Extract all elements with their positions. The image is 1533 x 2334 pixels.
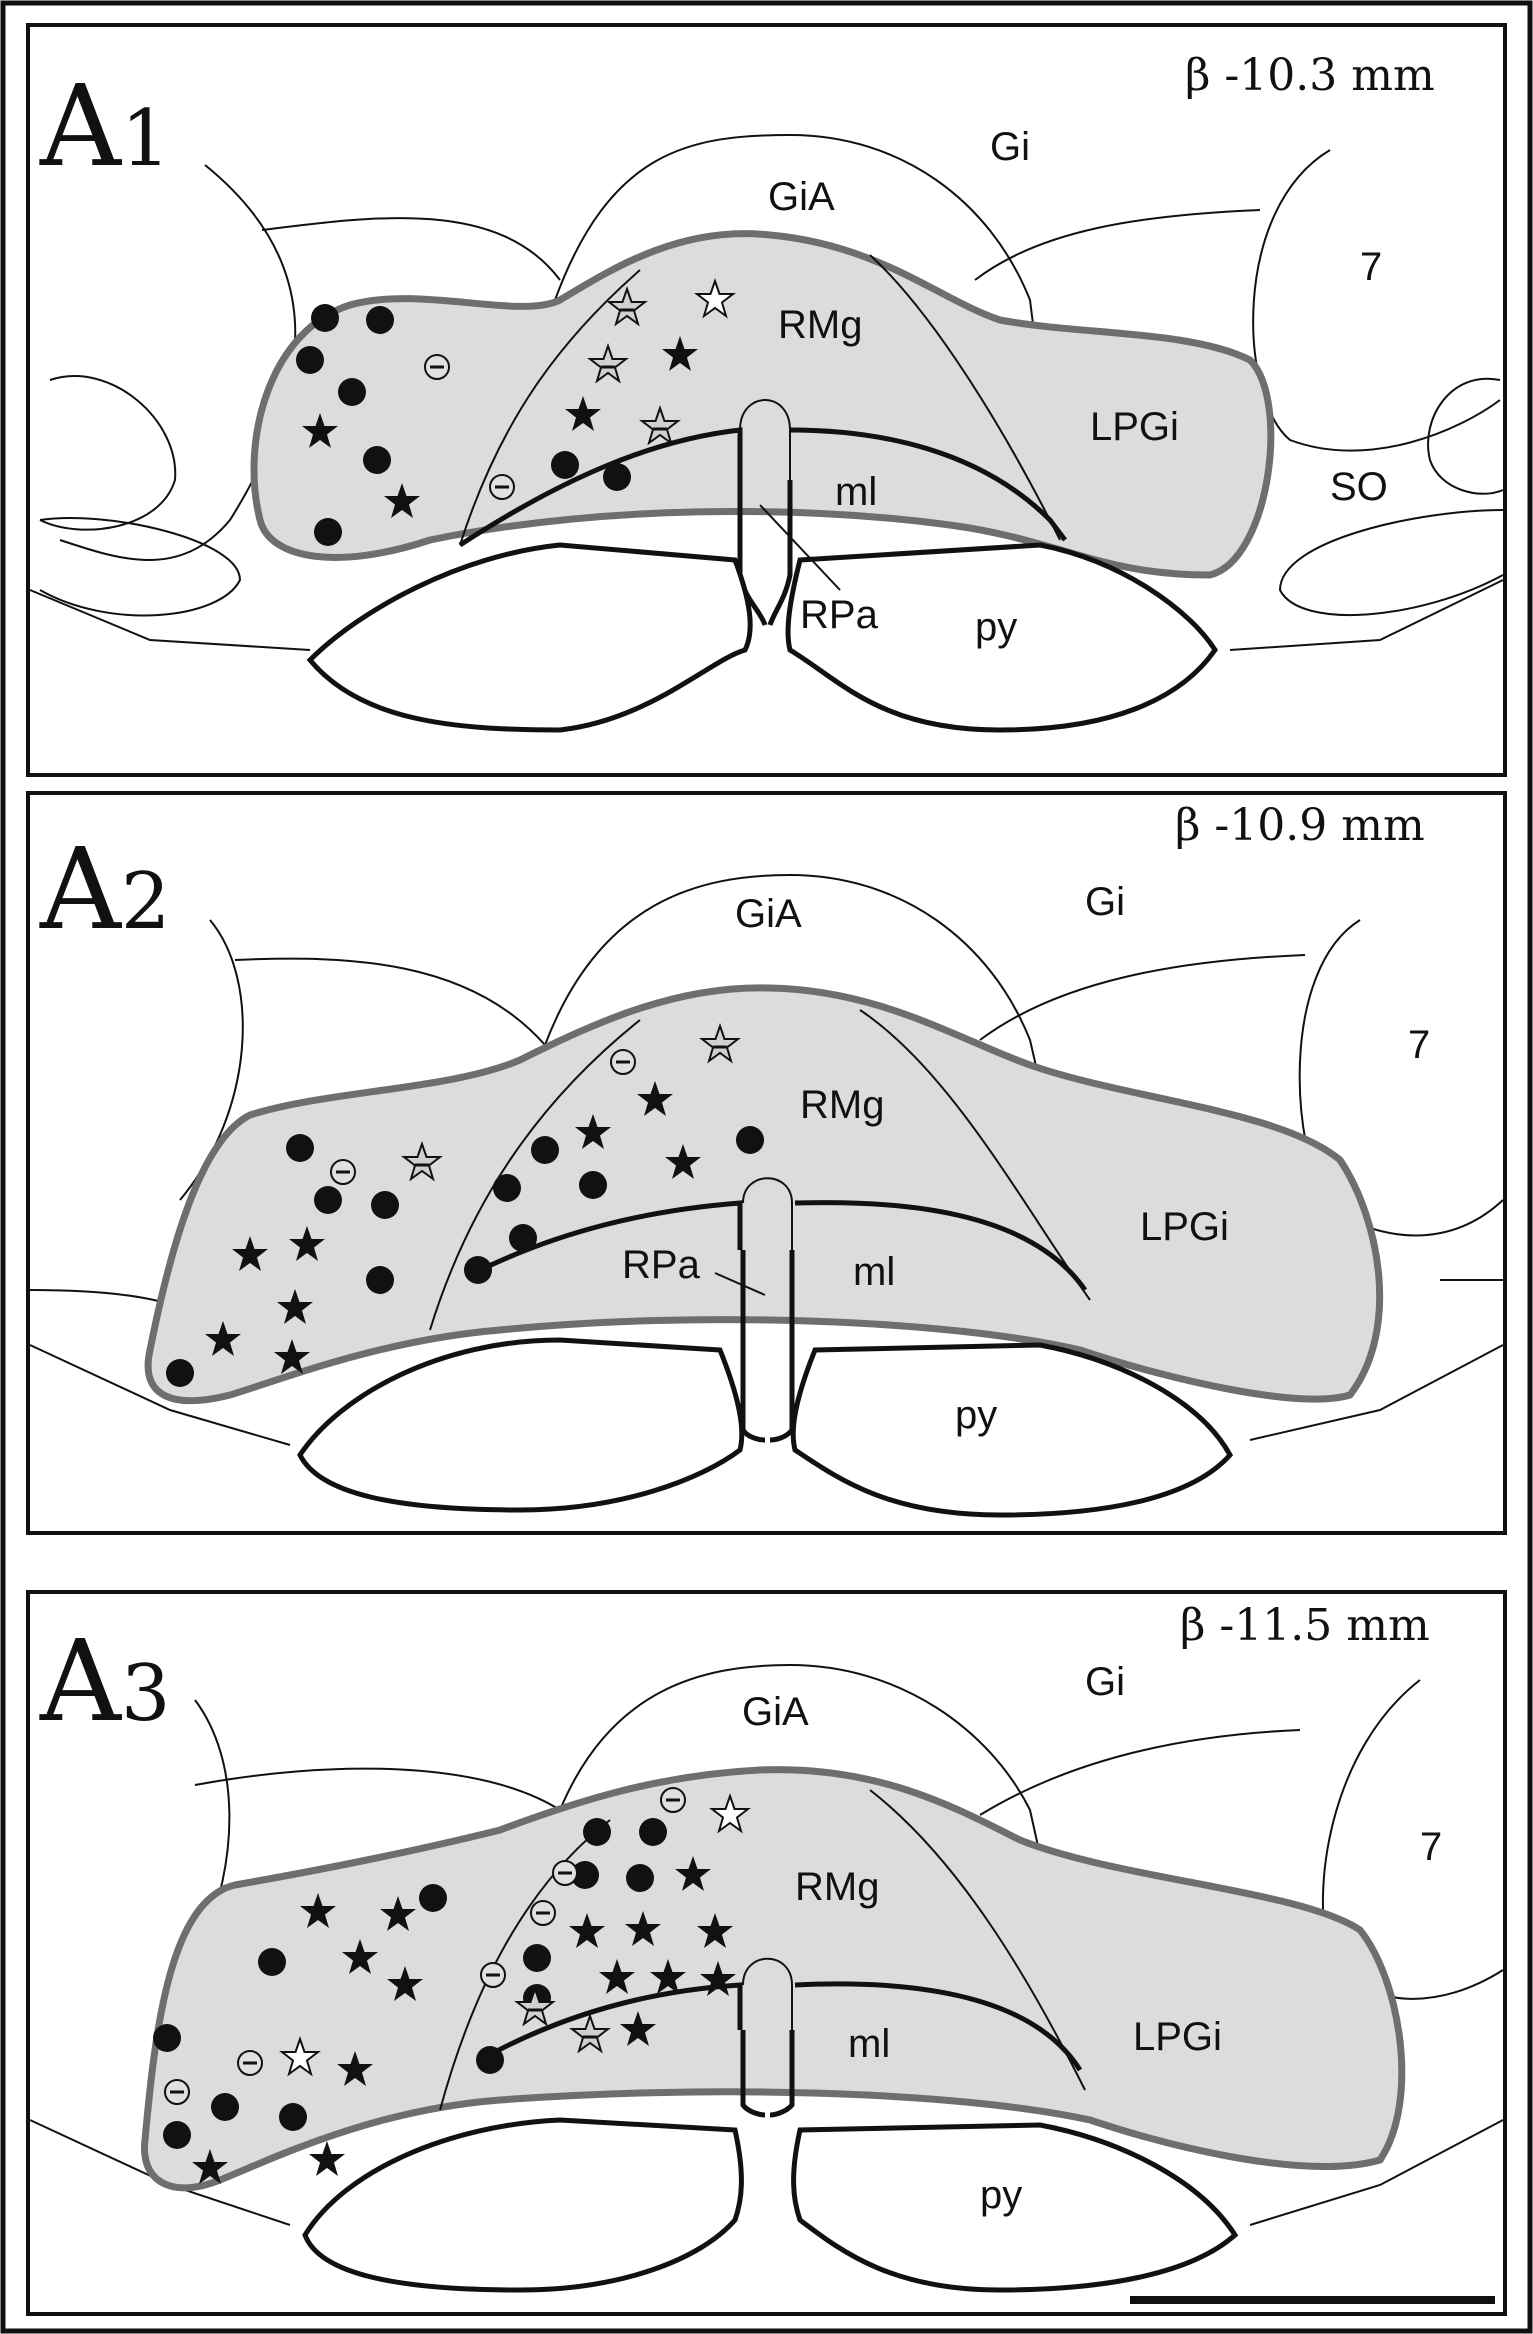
marker-filled-circle	[509, 1224, 537, 1252]
region-py-a2: py	[955, 1393, 997, 1437]
markers-a2	[166, 1025, 764, 1387]
marker-filled-circle	[736, 1126, 764, 1154]
marker-minus-circle	[552, 1860, 578, 1886]
panel-a3-frame	[26, 1590, 1507, 2316]
py-left-a2	[297, 1337, 745, 1513]
marker-filled-star	[309, 2141, 345, 2176]
region-7-a2: 7	[1408, 1023, 1430, 1067]
coordinate-a3: β -11.5 mm	[1180, 1600, 1430, 1651]
panel-label-a1: A1	[39, 62, 171, 192]
marker-filled-circle	[523, 1944, 551, 1972]
marker-filled-circle	[626, 1864, 654, 1892]
marker-filled-circle	[531, 1136, 559, 1164]
panel-label-a3: A3	[39, 1617, 171, 1747]
marker-filled-circle	[571, 1861, 599, 1889]
region-rmg-a2: RMg	[800, 1083, 884, 1127]
region-py-a3: py	[980, 2173, 1022, 2217]
shaded-region-a2	[144, 984, 1384, 1405]
marker-minus-star	[516, 1988, 554, 2025]
region-ml-a2: ml	[853, 1250, 895, 1294]
marker-filled-circle	[153, 2024, 181, 2052]
markers-a1	[296, 280, 734, 546]
region-gi-a2: Gi	[1085, 880, 1125, 924]
panel-label-a2: A2	[39, 825, 171, 955]
marker-filled-circle	[258, 1948, 286, 1976]
region-lpgi-a1: LPGi	[1090, 405, 1179, 449]
panel-a1: A1 β -10.3 mm Gi GiA RMg LPGi ml RPa py …	[26, 23, 1507, 777]
coordinate-a2: β -10.9 mm	[1175, 800, 1425, 851]
marker-filled-circle	[314, 518, 342, 546]
marker-filled-circle	[366, 306, 394, 334]
region-rpa-a2: RPa	[622, 1243, 701, 1287]
marker-filled-circle	[314, 1186, 342, 1214]
marker-minus-circle	[424, 354, 450, 380]
marker-filled-circle	[296, 346, 324, 374]
region-rmg-a1: RMg	[778, 303, 862, 347]
shaded-region-a3	[140, 1766, 1406, 2192]
marker-minus-circle	[530, 1900, 556, 1926]
marker-minus-star	[701, 1025, 739, 1062]
marker-filled-circle	[311, 304, 339, 332]
region-ml-a3: ml	[848, 2022, 890, 2066]
region-lpgi-a3: LPGi	[1133, 2015, 1222, 2059]
marker-minus-star	[571, 2015, 609, 2052]
region-gia-a1: GiA	[768, 175, 835, 219]
py-left-a1	[306, 542, 753, 733]
marker-filled-circle	[166, 1359, 194, 1387]
marker-filled-circle	[476, 2046, 504, 2074]
marker-filled-circle	[493, 1174, 521, 1202]
region-so-a1: SO	[1330, 465, 1388, 509]
region-rmg-a3: RMg	[795, 1865, 879, 1909]
panel-a3: A3 β -11.5 mm Gi GiA RMg LPGi ml py 7	[26, 1590, 1507, 2316]
py-left-a3	[302, 2117, 744, 2293]
marker-filled-circle	[419, 1884, 447, 1912]
marker-filled-circle	[211, 2093, 239, 2121]
region-gia-a2: GiA	[735, 892, 802, 936]
marker-minus-circle	[237, 2050, 263, 2076]
marker-filled-circle	[279, 2103, 307, 2131]
marker-minus-circle	[489, 474, 515, 500]
panel-a1-frame	[26, 23, 1507, 777]
marker-filled-circle	[338, 378, 366, 406]
panel-a2: A2 β -10.9 mm Gi GiA RMg LPGi ml RPa py …	[26, 791, 1507, 1535]
region-lpgi-a2: LPGi	[1140, 1205, 1229, 1249]
marker-filled-circle	[603, 463, 631, 491]
marker-minus-circle	[660, 1787, 686, 1813]
marker-filled-circle	[163, 2121, 191, 2149]
marker-minus-circle	[330, 1159, 356, 1185]
marker-minus-circle	[610, 1049, 636, 1075]
region-py-a1: py	[975, 605, 1017, 649]
py-right-a1	[785, 542, 1218, 733]
region-gia-a3: GiA	[742, 1690, 809, 1734]
marker-minus-star	[641, 407, 679, 444]
marker-filled-circle	[579, 1171, 607, 1199]
region-gi-a3: Gi	[1085, 1660, 1125, 1704]
marker-filled-circle	[464, 1256, 492, 1284]
region-7-a1: 7	[1360, 245, 1382, 289]
region-7-a3: 7	[1420, 1825, 1442, 1869]
py-right-a2	[790, 1342, 1234, 1518]
region-rpa-a1: RPa	[800, 593, 879, 637]
marker-filled-circle	[286, 1134, 314, 1162]
region-gi-a1: Gi	[990, 125, 1030, 169]
marker-filled-circle	[639, 1818, 667, 1846]
py-right-a3	[791, 2122, 1239, 2293]
coordinate-a1: β -10.3 mm	[1185, 50, 1435, 101]
marker-minus-circle	[480, 1962, 506, 1988]
panel-a2-frame	[26, 791, 1507, 1535]
marker-filled-circle	[583, 1818, 611, 1846]
marker-filled-circle	[371, 1191, 399, 1219]
marker-filled-circle	[366, 1266, 394, 1294]
marker-minus-star	[403, 1143, 441, 1180]
markers-a3	[153, 1787, 749, 2184]
marker-minus-circle	[164, 2079, 190, 2105]
marker-minus-star	[608, 288, 646, 325]
marker-filled-circle	[363, 446, 391, 474]
region-ml-a1: ml	[835, 470, 877, 514]
marker-minus-star	[589, 345, 627, 382]
marker-filled-circle	[551, 451, 579, 479]
